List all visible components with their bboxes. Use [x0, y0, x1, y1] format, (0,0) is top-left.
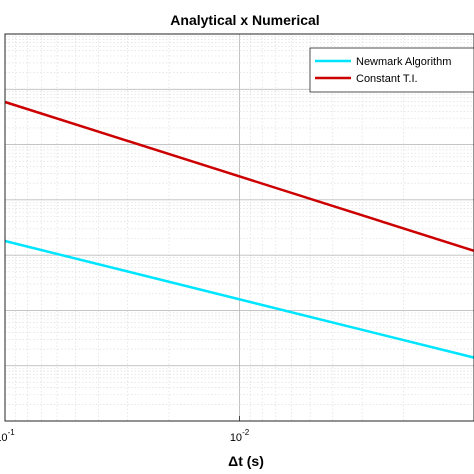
series-line-1	[4, 100, 474, 252]
legend-box	[309, 47, 474, 93]
series-line-0	[4, 239, 474, 359]
legend-label-constant: Constant T.I.	[356, 73, 418, 85]
x-tick-labels: 10-1 10-2	[0, 416, 250, 444]
x-axis-label: Δt (s)	[228, 453, 264, 469]
legend-label-newmark: Newmark Algorithm	[356, 56, 451, 68]
series-lines	[4, 100, 474, 359]
x-tick-label: 10-2	[230, 428, 250, 444]
legend: Newmark Algorithm Constant T.I.	[309, 47, 474, 93]
x-tick-label: 10-1	[0, 428, 15, 444]
chart-title: Analytical x Numerical	[170, 12, 319, 28]
